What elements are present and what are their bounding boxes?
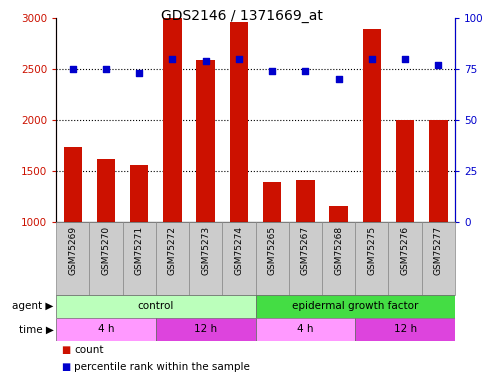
Text: GDS2146 / 1371669_at: GDS2146 / 1371669_at: [160, 9, 323, 23]
Point: [135, 70, 143, 76]
Text: ■: ■: [61, 345, 70, 355]
Text: GSM75274: GSM75274: [234, 226, 243, 274]
Text: 12 h: 12 h: [394, 324, 417, 334]
Bar: [189, 222, 222, 295]
Bar: [256, 222, 289, 295]
Text: GSM75273: GSM75273: [201, 226, 210, 275]
Bar: [396, 120, 414, 222]
Bar: [56, 295, 256, 318]
Bar: [355, 222, 388, 295]
Bar: [388, 222, 422, 295]
Text: ■: ■: [61, 362, 70, 372]
Bar: [289, 222, 322, 295]
Text: 12 h: 12 h: [194, 324, 217, 334]
Bar: [63, 147, 82, 222]
Bar: [56, 318, 156, 341]
Bar: [222, 222, 256, 295]
Text: agent ▶: agent ▶: [12, 302, 54, 311]
Text: GSM75275: GSM75275: [368, 226, 376, 275]
Bar: [97, 159, 115, 222]
Bar: [322, 222, 355, 295]
Point: [169, 56, 176, 62]
Bar: [163, 18, 182, 222]
Point: [202, 57, 210, 63]
Text: GSM75271: GSM75271: [135, 226, 143, 275]
Point: [235, 56, 243, 62]
Bar: [130, 165, 148, 222]
Text: GSM75269: GSM75269: [68, 226, 77, 275]
Bar: [230, 22, 248, 222]
Point: [335, 76, 342, 82]
Bar: [363, 29, 381, 222]
Bar: [355, 318, 455, 341]
Bar: [329, 206, 348, 222]
Bar: [256, 318, 355, 341]
Point: [69, 66, 76, 72]
Bar: [256, 295, 455, 318]
Text: GSM75277: GSM75277: [434, 226, 443, 275]
Point: [401, 56, 409, 62]
Text: 4 h: 4 h: [98, 324, 114, 334]
Text: control: control: [138, 302, 174, 311]
Bar: [429, 120, 448, 222]
Bar: [89, 222, 123, 295]
Bar: [123, 222, 156, 295]
Text: percentile rank within the sample: percentile rank within the sample: [74, 362, 250, 372]
Text: time ▶: time ▶: [19, 324, 54, 334]
Bar: [156, 318, 256, 341]
Bar: [296, 180, 314, 222]
Text: 4 h: 4 h: [297, 324, 313, 334]
Text: epidermal growth factor: epidermal growth factor: [292, 302, 418, 311]
Point: [102, 66, 110, 72]
Bar: [422, 222, 455, 295]
Bar: [156, 222, 189, 295]
Bar: [263, 182, 281, 222]
Text: GSM75272: GSM75272: [168, 226, 177, 274]
Text: GSM75270: GSM75270: [101, 226, 111, 275]
Point: [435, 62, 442, 68]
Text: GSM75267: GSM75267: [301, 226, 310, 275]
Bar: [56, 222, 89, 295]
Bar: [197, 60, 215, 222]
Text: count: count: [74, 345, 104, 355]
Text: GSM75268: GSM75268: [334, 226, 343, 275]
Point: [268, 68, 276, 74]
Point: [301, 68, 309, 74]
Point: [368, 56, 376, 62]
Text: GSM75265: GSM75265: [268, 226, 277, 275]
Text: GSM75276: GSM75276: [400, 226, 410, 275]
